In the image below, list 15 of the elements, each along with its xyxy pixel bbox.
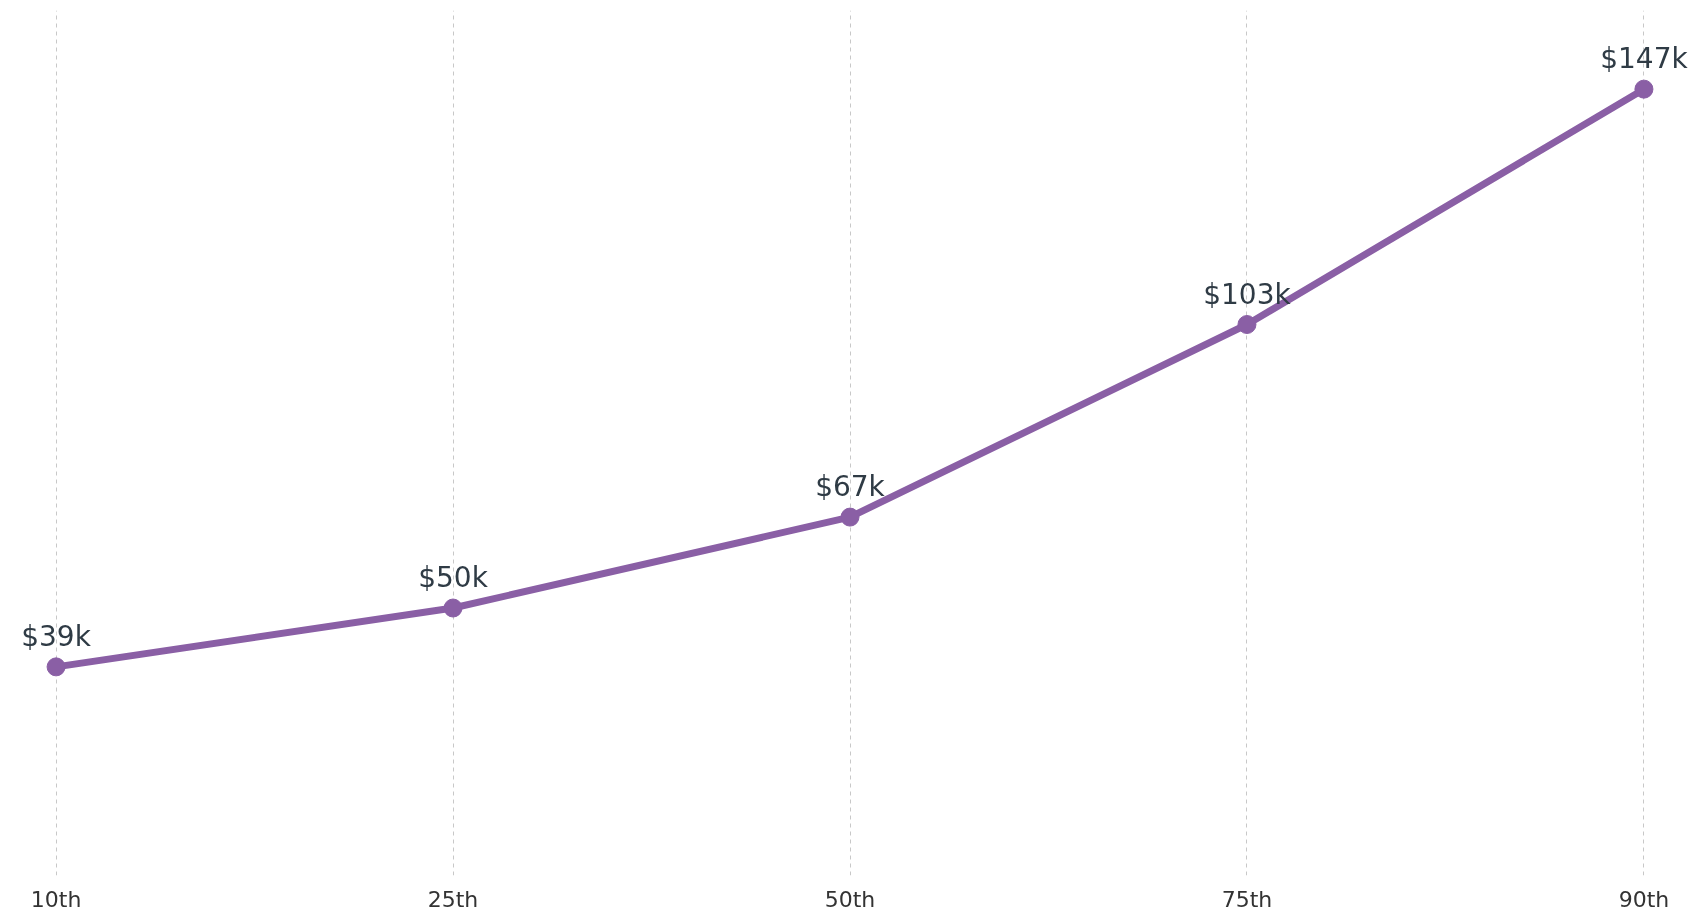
point: [840, 507, 860, 527]
x-tick-label: 90th: [1618, 886, 1670, 912]
x-tick-label: 25th: [427, 886, 479, 912]
point: [46, 657, 66, 677]
data-label: $103k: [1203, 277, 1292, 311]
point: [1634, 79, 1654, 99]
data-label: $39k: [21, 619, 92, 653]
x-tick-label: 10th: [30, 886, 82, 912]
data-label: $147k: [1600, 42, 1689, 76]
point: [443, 598, 463, 618]
data-label: $50k: [418, 561, 489, 595]
x-tick-label: 75th: [1221, 886, 1273, 912]
x-tick-label: 50th: [824, 886, 876, 912]
point: [1237, 315, 1257, 334]
data-label: $67k: [815, 470, 886, 504]
